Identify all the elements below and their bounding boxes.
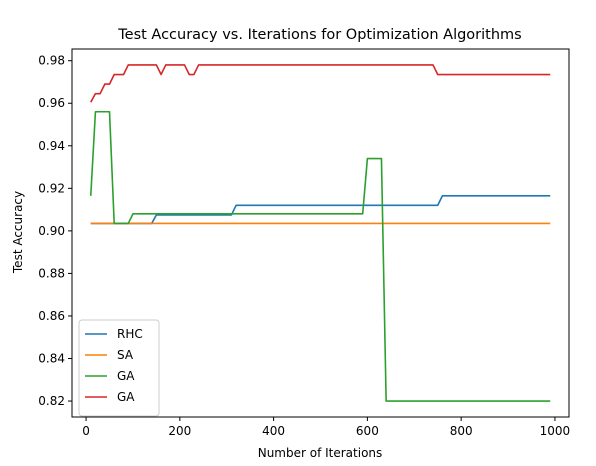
series-line-rhc-1 [90,194,551,225]
x-axis: 0 200 400 600 800 1000 [82,417,570,438]
y-tick-label: 0.86 [38,309,65,323]
y-tick-label: 0.90 [38,224,65,238]
x-axis-label: Number of Iterations [258,446,383,460]
series-line-ga-4 [90,64,551,103]
y-tick-label: 0.98 [38,54,65,68]
series-line-ga-3 [89,110,551,402]
legend-label: RHC [117,327,143,341]
plot-frame [71,48,570,418]
y-tick-label: 0.94 [38,139,65,153]
x-tick-label: 400 [262,424,285,438]
y-axis: 0.82 0.84 0.86 0.88 0.90 0.92 0.94 0.96 0.98 [38,54,72,408]
y-axis-label: Test Accuracy [11,191,25,274]
legend-label: GA [117,390,135,404]
x-tick-label: 0 [82,424,90,438]
y-tick-label: 0.82 [38,394,65,408]
x-tick-label: 200 [168,424,191,438]
x-tick-label: 1000 [540,424,571,438]
legend-label: GA [117,369,135,383]
y-tick-label: 0.84 [38,352,65,366]
x-tick-label: 800 [450,424,473,438]
y-tick-label: 0.92 [38,181,65,195]
legend-box [78,319,160,417]
y-tick-label: 0.96 [38,96,65,110]
legend: RHC SA GA GA [78,319,160,417]
y-tick-label: 0.88 [38,266,65,280]
chart-title: Test Accuracy vs. Iterations for Optimiz… [117,27,521,43]
x-tick-label: 600 [356,424,379,438]
legend-label: SA [117,348,134,362]
